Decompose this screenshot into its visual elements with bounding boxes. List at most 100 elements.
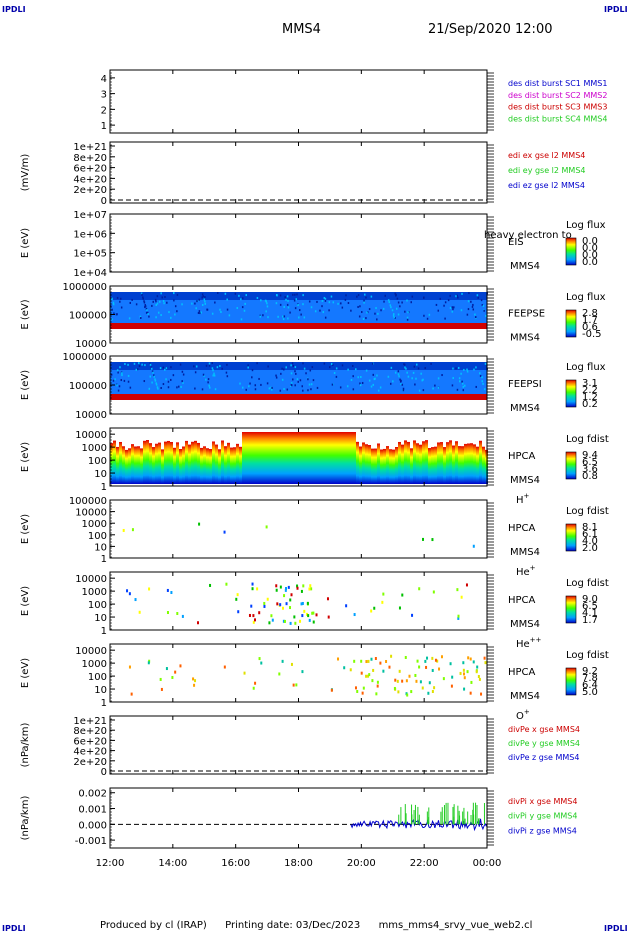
feeps-pixel (247, 364, 249, 367)
feeps-pixel (226, 363, 228, 366)
y-tick-label: 1000000 (62, 352, 107, 363)
feeps-pixel (119, 300, 121, 303)
x-tick-label: 22:00 (410, 858, 439, 869)
feeps-pixel (197, 311, 200, 314)
feeps-pixel (350, 378, 353, 381)
feeps-pixel (277, 315, 279, 318)
feeps-pixel (396, 297, 399, 300)
feeps-pixel (333, 372, 336, 375)
feeps-pixel (316, 386, 319, 389)
feeps-pixel (196, 300, 198, 303)
hpca-pixel (459, 671, 462, 675)
hpca-pixel (457, 616, 460, 620)
instrument-label: HPCA (508, 667, 536, 678)
feeps-pixel (390, 306, 392, 309)
feeps-pixel (447, 299, 450, 302)
feeps-pixel (283, 387, 285, 390)
hpca-pixel (194, 679, 197, 683)
hpca-pixel (431, 538, 434, 542)
feeps-pixel (296, 378, 299, 381)
feeps-pixel (117, 371, 119, 374)
feeps-pixel (402, 387, 405, 390)
feeps-pixel (379, 386, 382, 389)
hpca-pixel (462, 661, 465, 665)
hpca-pixel (266, 597, 269, 601)
feeps-pixel (328, 366, 331, 369)
feeps-pixel (226, 375, 229, 378)
feeps-pixel (357, 294, 360, 297)
feeps-pixel (483, 388, 486, 391)
feeps-pixel (394, 371, 397, 374)
hpca-h-column (341, 432, 344, 484)
feeps-pixel (267, 316, 269, 319)
panel-frame (109, 715, 488, 775)
hpca-pixel (451, 675, 454, 679)
panel-6: 10000 1000 100 10 1 E (eV) HPCA MMS4 H+ Log fdist… (20, 427, 609, 506)
y-tick-label: 1 (101, 482, 107, 493)
hpca-pixel (174, 670, 177, 674)
hpca-pixel (263, 604, 266, 608)
feeps-pixel (352, 388, 355, 391)
hpca-pixel (159, 677, 162, 681)
hpca-pixel (418, 665, 421, 669)
hpca-pixel (356, 689, 359, 693)
feeps-pixel (359, 305, 361, 308)
feeps-low-energy-band (110, 394, 487, 400)
feeps-pixel (479, 372, 481, 375)
legend-entry: des dist burst SC4 MMS4 (508, 114, 607, 123)
hpca-h-column (428, 448, 431, 484)
hpca-h-column (452, 445, 455, 484)
feeps-pixel (321, 299, 324, 302)
feeps-pixel (380, 309, 382, 312)
hpca-pixel (388, 665, 391, 669)
hpca-h-column (443, 447, 446, 484)
hpca-pixel (279, 603, 282, 607)
hpca-pixel (198, 522, 201, 526)
feeps-pixel (466, 368, 468, 371)
hpca-h-column (203, 446, 206, 484)
feeps-pixel (463, 368, 465, 371)
hpca-pixel (312, 620, 315, 624)
hpca-pixel (381, 600, 384, 604)
feeps-pixel (146, 311, 149, 314)
hpca-h-column (116, 446, 119, 484)
hpca-pixel (428, 681, 431, 685)
feeps-pixel (387, 375, 390, 378)
hpca-pixel (225, 582, 228, 586)
feeps-pixel (143, 300, 145, 303)
hpca-h-column (266, 432, 269, 484)
hpca-pixel (475, 670, 478, 674)
feeps-pixel (397, 313, 400, 316)
hpca-h-column (431, 447, 434, 484)
footer-script-name: mms_mms4_srvy_vue_web2.cl (378, 920, 533, 931)
feeps-pixel (406, 316, 409, 319)
colorbar-tick-label: 2.2 (582, 385, 598, 396)
feeps-pixel (165, 367, 168, 370)
hpca-pixel (271, 618, 274, 622)
feeps-pixel (141, 293, 143, 296)
feeps-pixel (260, 299, 262, 302)
feeps-pixel (241, 306, 244, 309)
hpca-pixel (284, 588, 287, 592)
y-tick-label: 10000 (75, 430, 107, 441)
hpca-pixel (295, 683, 298, 687)
feeps-pixel (123, 379, 126, 382)
hpca-h-column (287, 432, 290, 484)
feeps-pixel (359, 382, 361, 385)
hpca-h-column (416, 443, 419, 484)
feeps-pixel (176, 293, 179, 296)
feeps-pixel (413, 365, 416, 368)
feeps-pixel (159, 300, 161, 303)
feeps-pixel (395, 307, 398, 310)
spacecraft-label: MMS4 (510, 261, 540, 272)
hpca-pixel (375, 692, 378, 696)
hpca-h-column (437, 442, 440, 484)
feeps-pixel (173, 299, 175, 302)
feeps-pixel (389, 382, 392, 385)
feeps-pixel (422, 296, 425, 299)
hpca-pixel (370, 609, 373, 613)
colorbar-tick-label: 2.8 (582, 308, 598, 319)
feeps-pixel (154, 379, 157, 382)
feeps-pixel (324, 299, 327, 302)
hpca-h-column (176, 442, 179, 484)
